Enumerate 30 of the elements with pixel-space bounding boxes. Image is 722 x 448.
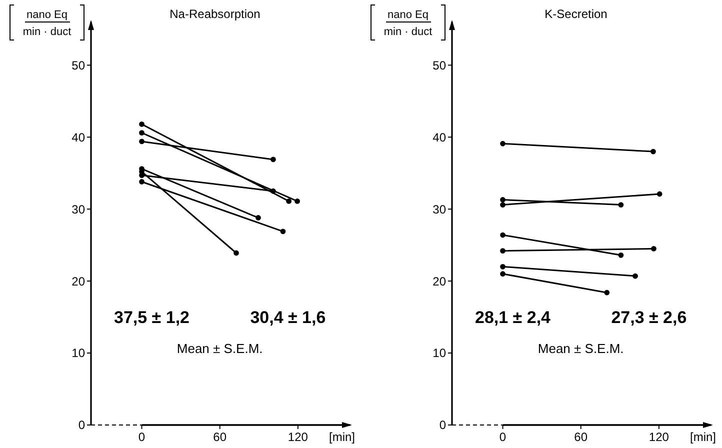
y-tick-label: 0: [78, 418, 86, 432]
y-tick-label: 40: [72, 130, 86, 144]
y-axis-title: nano Eq min · duct: [22, 9, 72, 38]
y-tick-label: 20: [432, 274, 446, 288]
y-tick-label: 10: [432, 346, 446, 360]
y-tick-label: 30: [432, 202, 446, 216]
x-axis-title: [min]: [328, 430, 356, 444]
y-tick-label: 40: [432, 130, 446, 144]
annotation: Mean ± S.E.M.: [538, 341, 624, 356]
annotation: 28,1 ± 2,4: [475, 308, 552, 328]
chart-title: K-Secretion: [544, 7, 608, 21]
y-tick-label: 50: [432, 58, 446, 72]
y-tick-label: 20: [72, 274, 86, 288]
y-tick-label: 0: [439, 418, 446, 432]
x-tick-label: 120: [648, 430, 670, 444]
annotation: Mean ± S.E.M.: [176, 341, 263, 356]
x-tick-label: 0: [499, 430, 506, 444]
x-tick-label: 60: [213, 430, 227, 444]
y-axis-title: nano Eq min · duct: [384, 9, 432, 38]
x-tick-label: 60: [574, 430, 588, 444]
y-tick-label: 50: [72, 58, 86, 72]
annotation: 37,5 ± 1,2: [114, 308, 190, 328]
annotation: 30,4 ± 1,6: [250, 308, 326, 328]
x-axis-title: [min]: [690, 430, 716, 444]
y-tick-label: 30: [72, 202, 86, 216]
chart-title: Na-Reabsorption: [170, 7, 260, 21]
annotation: 27,3 ± 2,6: [611, 308, 687, 328]
x-tick-label: 0: [138, 430, 146, 444]
x-tick-label: 120: [288, 430, 308, 444]
y-tick-label: 10: [72, 346, 86, 360]
